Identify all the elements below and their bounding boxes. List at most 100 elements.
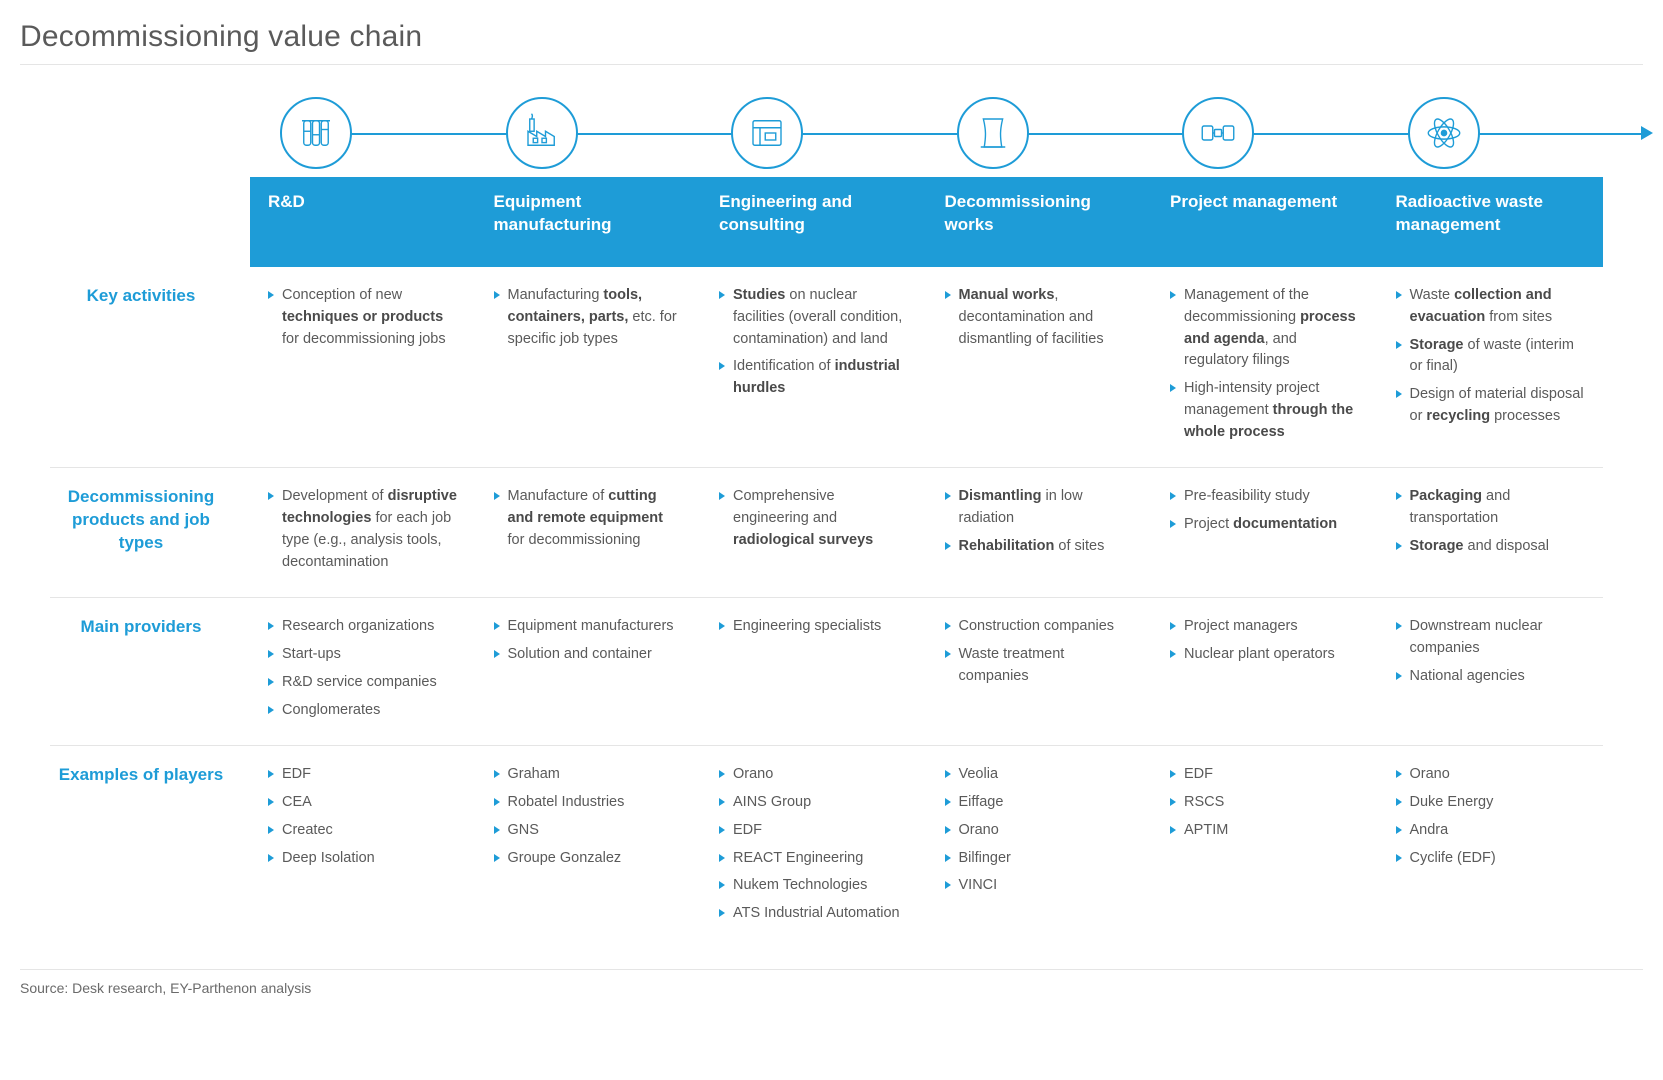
list-item: High-intensity project management throug… xyxy=(1170,378,1360,443)
header-spacer xyxy=(50,177,250,267)
list-item: Veolia xyxy=(945,764,1135,786)
list-item: Design of material disposal or recycling… xyxy=(1396,384,1586,428)
cell-providers-works: Construction companies Waste treatment co… xyxy=(927,598,1153,746)
cell-providers-waste: Downstream nuclear companies National age… xyxy=(1378,598,1604,746)
row-label-key-activities: Key activities xyxy=(50,267,250,468)
list-item: R&D service companies xyxy=(268,672,458,694)
column-header-eng: Engineering and consulting xyxy=(701,177,927,267)
list-item: Orano xyxy=(1396,764,1586,786)
cell-providers-rd: Research organizations Start-ups R&D servi… xyxy=(250,598,476,746)
cell-products-waste: Packaging and transportation Storage and … xyxy=(1378,468,1604,598)
list-item: Storage and disposal xyxy=(1396,536,1586,558)
cell-key-activities-rd: Conception of new techniques or products… xyxy=(250,267,476,468)
list-item: Eiffage xyxy=(945,792,1135,814)
list-item: EDF xyxy=(719,820,909,842)
cell-products-pm: Pre-feasibility study Project documentati… xyxy=(1152,468,1378,598)
blueprint-icon xyxy=(731,97,803,169)
row-label-players: Examples of players xyxy=(50,746,250,949)
page-title: Decommissioning value chain xyxy=(20,20,1643,54)
column-header-waste: Radioactive waste management xyxy=(1378,177,1604,267)
cell-key-activities-equip: Manufacturing tools, containers, parts, … xyxy=(476,267,702,468)
table-row: Decommissioning products and job typesDe… xyxy=(50,468,1603,598)
list-item: AINS Group xyxy=(719,792,909,814)
cell-players-rd: EDF CEA Createc Deep Isolation xyxy=(250,746,476,949)
list-item: Comprehensive engineering and radiologic… xyxy=(719,486,909,551)
cell-players-waste: OranoDuke EnergyAndraCyclife (EDF) xyxy=(1378,746,1604,949)
list-item: Andra xyxy=(1396,820,1586,842)
cell-products-eng: Comprehensive engineering and radiologic… xyxy=(701,468,927,598)
list-item: Studies on nuclear facilities (overall c… xyxy=(719,285,909,350)
list-item: Packaging and transportation xyxy=(1396,486,1586,530)
list-item: VINCI xyxy=(945,875,1135,897)
list-item: Pre-feasibility study xyxy=(1170,486,1360,508)
list-item: Createc xyxy=(268,820,458,842)
list-item: Dismantling in low radiation xyxy=(945,486,1135,530)
column-header-equip: Equipment manufacturing xyxy=(476,177,702,267)
cell-providers-equip: Equipment manufacturers Solution and cont… xyxy=(476,598,702,746)
row-label-products: Decommissioning products and job types xyxy=(50,468,250,598)
row-label-providers: Main providers xyxy=(50,598,250,746)
divider-top xyxy=(20,64,1643,65)
cell-players-works: Veolia Eiffage Orano Bilfinger VINCI xyxy=(927,746,1153,949)
value-chain-icons xyxy=(250,93,1603,173)
table-row: Examples of players EDF CEA Createc Deep Iso… xyxy=(50,746,1603,949)
list-item: Deep Isolation xyxy=(268,848,458,870)
list-item: Orano xyxy=(945,820,1135,842)
list-item: Project documentation xyxy=(1170,514,1360,536)
cell-providers-pm: Project managers Nuclear plant operators xyxy=(1152,598,1378,746)
list-item: Waste treatment companies xyxy=(945,644,1135,688)
source-note: Source: Desk research, EY-Parthenon anal… xyxy=(20,980,1643,996)
table-row: Main providers Research organizations Star… xyxy=(50,598,1603,746)
list-item: GNS xyxy=(494,820,684,842)
list-item: EDF xyxy=(268,764,458,786)
list-item: Graham xyxy=(494,764,684,786)
chain-arrow-icon xyxy=(1641,126,1653,140)
list-item: Cyclife (EDF) xyxy=(1396,848,1586,870)
list-item: Start-ups xyxy=(268,644,458,666)
cell-key-activities-waste: Waste collection and evacuation from sit… xyxy=(1378,267,1604,468)
lab-icon xyxy=(280,97,352,169)
list-item: Project managers xyxy=(1170,616,1360,638)
cell-providers-eng: Engineering specialists xyxy=(701,598,927,746)
workflow-icon xyxy=(1182,97,1254,169)
cell-key-activities-pm: Management of the decommissioning proces… xyxy=(1152,267,1378,468)
column-header-rd: R&D xyxy=(250,177,476,267)
list-item: Manual works, decontamination and disman… xyxy=(945,285,1135,350)
list-item: Robatel Industries xyxy=(494,792,684,814)
value-chain-table: R&DEquipment manufacturingEngineering an… xyxy=(50,177,1603,949)
list-item: Waste collection and evacuation from sit… xyxy=(1396,285,1586,329)
list-item: Development of disruptive technologies f… xyxy=(268,486,458,573)
list-item: EDF xyxy=(1170,764,1360,786)
list-item: ATS Industrial Automation xyxy=(719,903,909,925)
list-item: Rehabilitation of sites xyxy=(945,536,1135,558)
cell-products-equip: Manufacture of cutting and remote equipm… xyxy=(476,468,702,598)
list-item: Nuclear plant operators xyxy=(1170,644,1360,666)
list-item: Orano xyxy=(719,764,909,786)
list-item: Bilfinger xyxy=(945,848,1135,870)
list-item: Nukem Technologies xyxy=(719,875,909,897)
list-item: Solution and container xyxy=(494,644,684,666)
factory-icon xyxy=(506,97,578,169)
cell-products-works: Dismantling in low radiation Rehabilitati… xyxy=(927,468,1153,598)
cell-players-eng: Orano AINS Group EDF REACT Engineering Nukem… xyxy=(701,746,927,949)
list-item: APTIM xyxy=(1170,820,1360,842)
list-item: Research organizations xyxy=(268,616,458,638)
table-row: Key activities Conception of new techniqu… xyxy=(50,267,1603,468)
list-item: Identification of industrial hurdles xyxy=(719,356,909,400)
list-item: Construction companies xyxy=(945,616,1135,638)
cell-players-pm: EDFRSCSAPTIM xyxy=(1152,746,1378,949)
list-item: Groupe Gonzalez xyxy=(494,848,684,870)
list-item: Management of the decommissioning proces… xyxy=(1170,285,1360,372)
divider-bottom xyxy=(20,969,1643,970)
list-item: Storage of waste (interim or final) xyxy=(1396,335,1586,379)
cell-key-activities-works: Manual works, decontamination and disman… xyxy=(927,267,1153,468)
list-item: National agencies xyxy=(1396,666,1586,688)
list-item: Conglomerates xyxy=(268,700,458,722)
column-header-works: Decommissioning works xyxy=(927,177,1153,267)
list-item: Downstream nuclear companies xyxy=(1396,616,1586,660)
cell-key-activities-eng: Studies on nuclear facilities (overall c… xyxy=(701,267,927,468)
list-item: CEA xyxy=(268,792,458,814)
list-item: Conception of new techniques or products… xyxy=(268,285,458,350)
list-item: Equipment manufacturers xyxy=(494,616,684,638)
list-item: REACT Engineering xyxy=(719,848,909,870)
